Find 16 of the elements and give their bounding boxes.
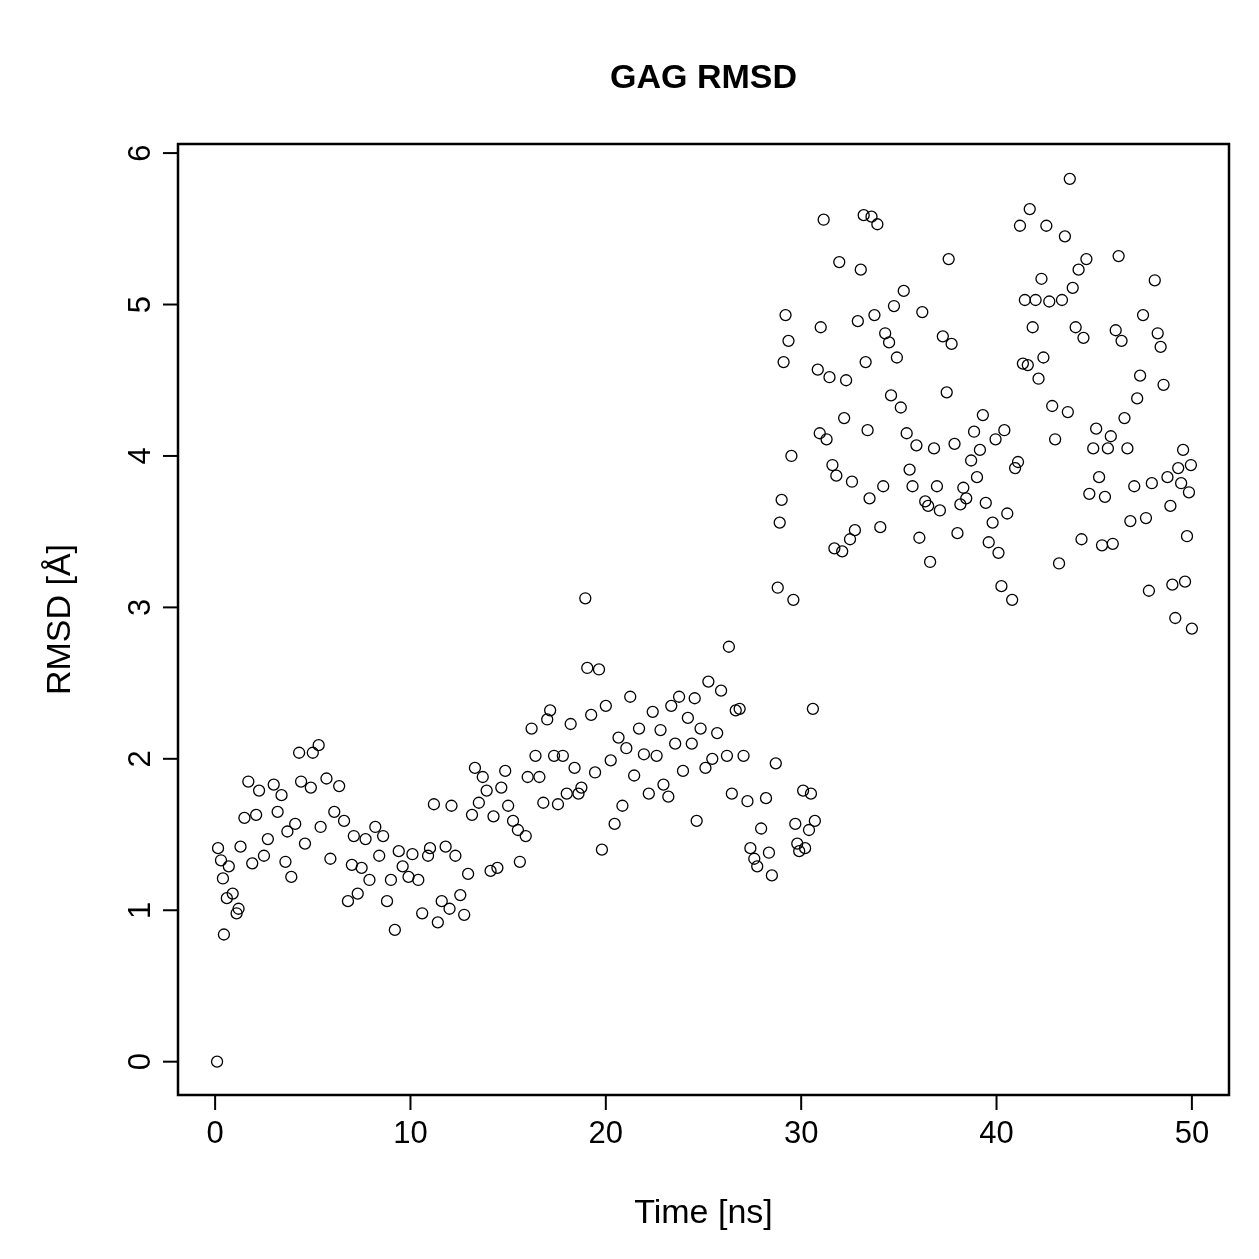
y-tick-label: 2	[122, 750, 157, 768]
y-tick-label: 3	[122, 598, 157, 617]
x-tick-label: 50	[1174, 1115, 1210, 1150]
x-tick-label: 30	[783, 1115, 819, 1150]
x-axis-title: Time [ns]	[634, 1192, 773, 1230]
y-tick-label: 5	[122, 295, 157, 314]
y-tick-label: 4	[122, 447, 157, 465]
chart-title: GAG RMSD	[610, 57, 797, 95]
x-tick-label: 40	[979, 1115, 1014, 1150]
x-tick-label: 20	[588, 1115, 624, 1150]
y-tick-label: 1	[122, 901, 157, 919]
x-tick-label: 10	[393, 1115, 428, 1150]
y-tick-label: 6	[122, 144, 157, 162]
y-axis-title: RMSD [Å]	[39, 543, 77, 696]
y-tick-label: 0	[122, 1053, 157, 1071]
x-tick-label: 0	[206, 1115, 224, 1150]
